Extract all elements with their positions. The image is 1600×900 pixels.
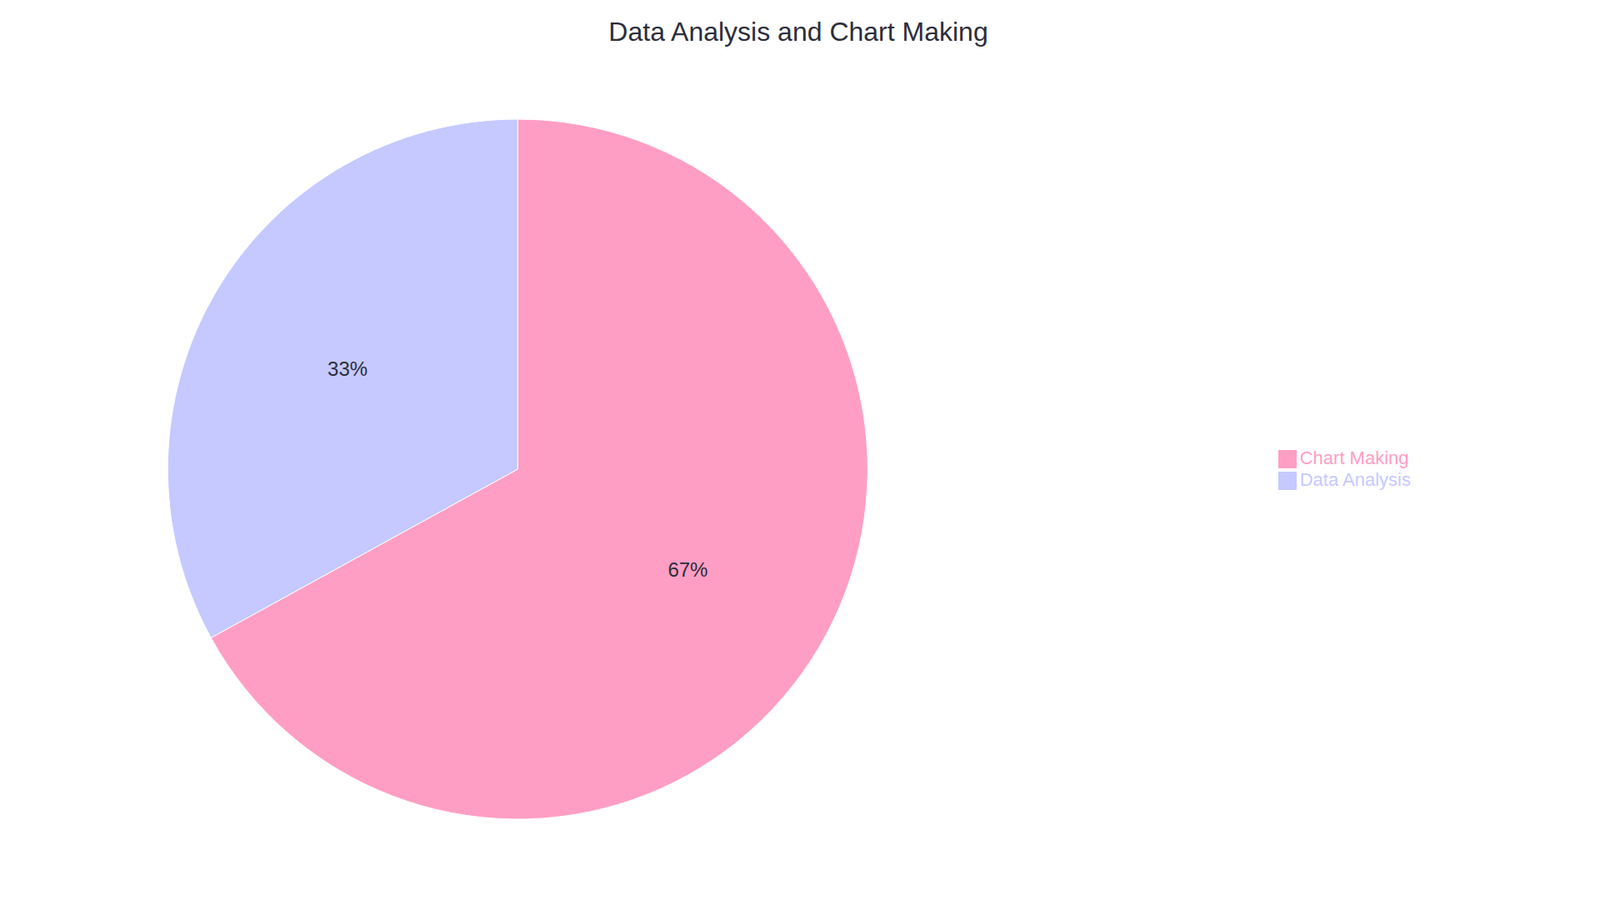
svg-text:67%: 67% [667,558,708,581]
html-text:Data Analysis: Data Analysis [1299,469,1411,490]
html-text:Data Analysis and Chart Making: Data Analysis and Chart Making [608,16,989,47]
html-text:Chart Making: Chart Making [1299,447,1409,469]
svg-text:33%: 33% [327,357,368,380]
